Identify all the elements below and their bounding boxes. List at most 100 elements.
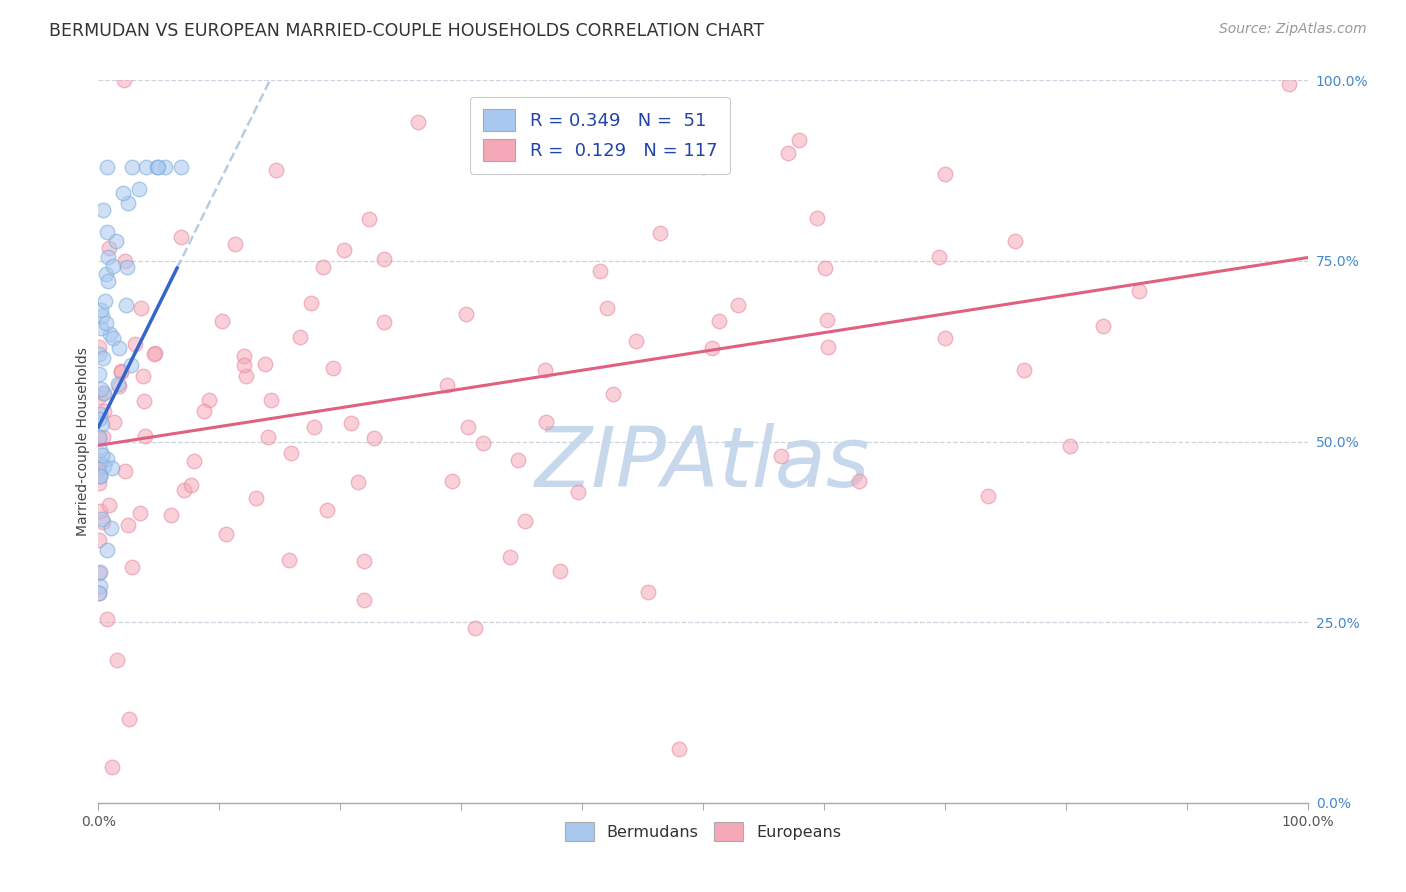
- Point: [499, 550, 522, 565]
- Point: [89, 586, 111, 600]
- Point: [589, 264, 612, 278]
- Point: [312, 260, 335, 274]
- Point: [315, 503, 337, 517]
- Point: [347, 475, 370, 489]
- Point: [91, 516, 114, 530]
- Point: [90, 321, 112, 335]
- Point: [934, 331, 956, 345]
- Point: [340, 416, 363, 430]
- Point: [302, 419, 325, 434]
- Point: [977, 489, 1000, 503]
- Point: [170, 160, 193, 174]
- Point: [96, 542, 118, 557]
- Point: [110, 363, 132, 377]
- Point: [280, 446, 302, 460]
- Point: [124, 337, 146, 351]
- Point: [142, 347, 165, 361]
- Point: [806, 211, 828, 226]
- Point: [90, 382, 112, 396]
- Point: [333, 243, 356, 257]
- Point: [373, 252, 395, 266]
- Point: [1092, 318, 1115, 333]
- Legend: Bermudans, Europeans: Bermudans, Europeans: [557, 814, 849, 849]
- Point: [637, 584, 659, 599]
- Point: [928, 250, 950, 264]
- Point: [114, 464, 136, 478]
- Point: [96, 452, 118, 467]
- Point: [776, 145, 799, 160]
- Point: [97, 499, 120, 513]
- Point: [668, 741, 690, 756]
- Point: [110, 365, 132, 379]
- Point: [464, 621, 486, 635]
- Point: [128, 181, 150, 195]
- Point: [93, 458, 115, 473]
- Point: [89, 504, 111, 518]
- Point: [353, 592, 375, 607]
- Point: [299, 296, 322, 310]
- Point: [96, 160, 118, 174]
- Point: [472, 436, 495, 450]
- Point: [129, 506, 152, 520]
- Point: [180, 478, 202, 492]
- Point: [93, 386, 115, 401]
- Point: [224, 236, 246, 251]
- Point: [146, 160, 169, 174]
- Point: [96, 225, 118, 239]
- Point: [1059, 439, 1081, 453]
- Point: [534, 415, 557, 429]
- Point: [98, 327, 121, 342]
- Point: [93, 429, 115, 443]
- Point: [135, 160, 157, 174]
- Point: [245, 491, 267, 505]
- Point: [89, 431, 111, 445]
- Point: [112, 73, 135, 87]
- Point: [132, 369, 155, 384]
- Point: [322, 361, 344, 376]
- Point: [235, 369, 257, 384]
- Point: [692, 160, 714, 174]
- Point: [118, 712, 141, 726]
- Text: ZIPAtlas: ZIPAtlas: [536, 423, 870, 504]
- Point: [183, 454, 205, 468]
- Point: [96, 316, 118, 330]
- Point: [769, 450, 792, 464]
- Point: [89, 469, 111, 483]
- Point: [94, 294, 117, 309]
- Point: [108, 379, 131, 393]
- Point: [89, 565, 111, 579]
- Point: [94, 267, 117, 281]
- Point: [111, 186, 134, 200]
- Point: [173, 483, 195, 497]
- Point: [211, 314, 233, 328]
- Point: [87, 533, 110, 548]
- Point: [114, 253, 136, 268]
- Point: [121, 160, 143, 174]
- Point: [98, 241, 121, 255]
- Point: [290, 329, 312, 343]
- Point: [363, 432, 385, 446]
- Point: [814, 260, 837, 275]
- Point: [934, 167, 956, 181]
- Point: [1014, 363, 1036, 377]
- Point: [87, 453, 110, 467]
- Point: [408, 115, 430, 129]
- Point: [373, 315, 395, 329]
- Point: [91, 385, 114, 400]
- Point: [89, 407, 111, 421]
- Point: [121, 559, 143, 574]
- Point: [513, 514, 536, 528]
- Point: [90, 310, 112, 324]
- Point: [134, 429, 156, 443]
- Point: [457, 419, 479, 434]
- Point: [534, 363, 557, 377]
- Point: [87, 462, 110, 476]
- Point: [257, 429, 280, 443]
- Point: [100, 461, 122, 475]
- Point: [117, 518, 139, 533]
- Text: BERMUDAN VS EUROPEAN MARRIED-COUPLE HOUSEHOLDS CORRELATION CHART: BERMUDAN VS EUROPEAN MARRIED-COUPLE HOUS…: [49, 22, 765, 40]
- Point: [264, 163, 287, 178]
- Point: [87, 586, 110, 600]
- Point: [104, 235, 127, 249]
- Point: [90, 303, 112, 318]
